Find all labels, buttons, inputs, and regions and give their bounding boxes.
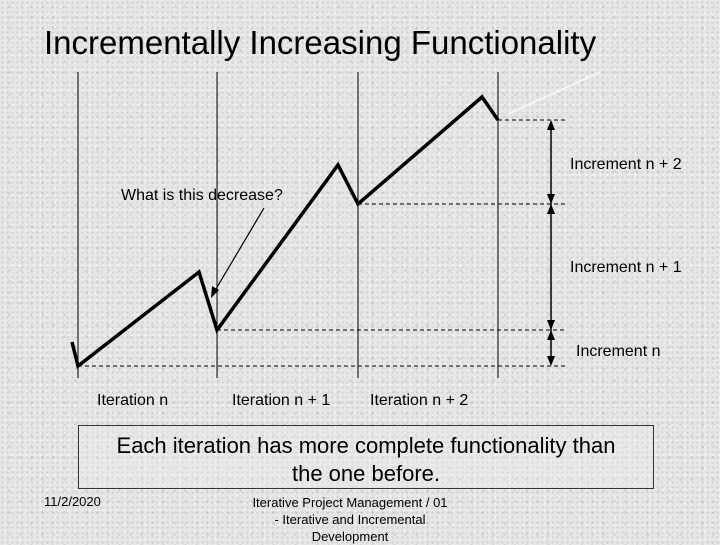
arrowhead [547,204,555,214]
question-label: What is this decrease? [121,187,283,204]
footer-date: 11/2/2020 [44,494,101,509]
arrowhead [547,330,555,340]
arrowhead [547,120,555,130]
increment-label-n: Increment n [576,343,661,360]
iteration-label-n1: Iteration n + 1 [232,392,331,409]
question-pointer-line [212,207,265,295]
footer-course-line: - Iterative and Incremental [274,512,426,527]
functionality-curve [70,94,500,370]
iteration-label-n: Iteration n [97,392,169,409]
arrowhead [547,194,555,204]
iteration-label-n2: Iteration n + 2 [370,392,469,409]
footer-course: Iterative Project Management / 01 - Iter… [240,494,460,545]
caption-box: Each iteration has more complete functio… [78,425,654,489]
increment-label-n2: Increment n + 2 [570,156,682,173]
arrowhead [547,356,555,366]
increment-label-n1: Increment n + 1 [570,259,682,276]
footer-course-line: Iterative Project Management / 01 [252,495,448,510]
caption-line: Each iteration has more complete functio… [116,433,616,458]
question-pointer-arrowhead [211,286,219,298]
decorative-line [507,71,601,115]
arrowhead [547,320,555,330]
slide-title: Incrementally Increasing Functionality [44,24,597,61]
footer-course-line: Development [311,529,389,544]
caption-line: the one before. [291,461,440,486]
